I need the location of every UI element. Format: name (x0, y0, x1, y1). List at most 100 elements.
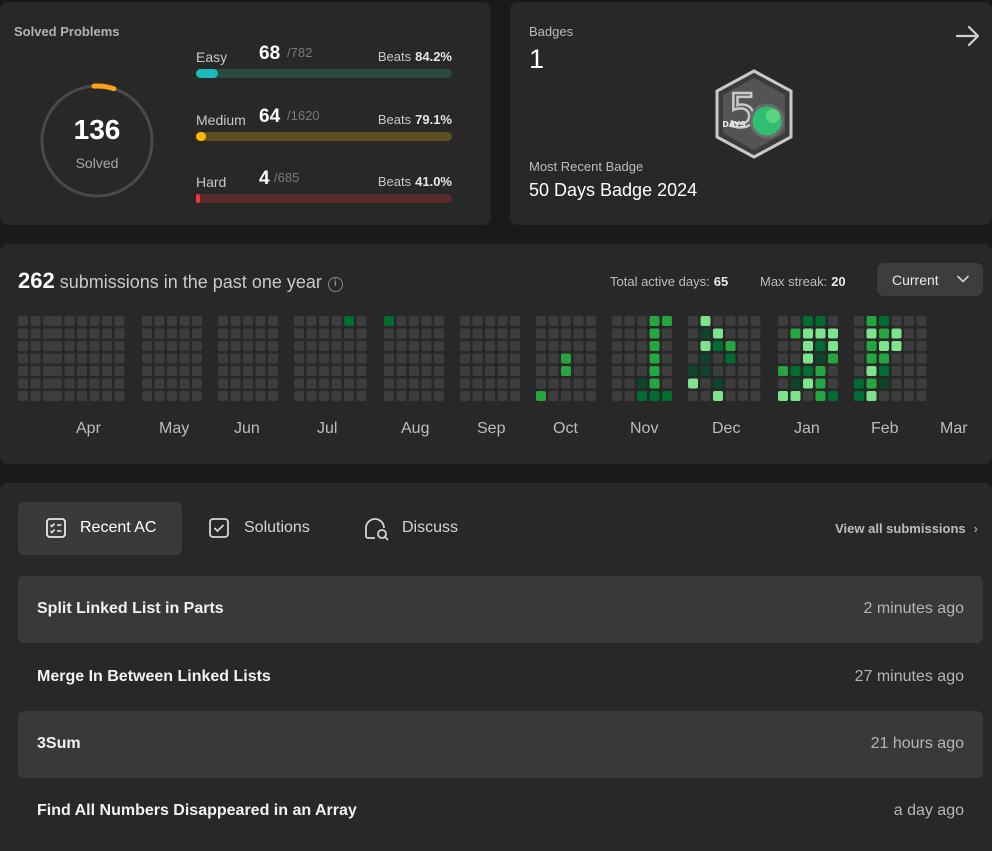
heatmap-cell[interactable] (879, 341, 889, 351)
heatmap-cell[interactable] (102, 328, 112, 339)
heatmap-cell[interactable] (815, 391, 826, 401)
heatmap-cell[interactable] (662, 366, 672, 376)
heatmap-cell[interactable] (384, 391, 394, 401)
heatmap-cell[interactable] (179, 328, 190, 339)
heatmap-cell[interactable] (879, 328, 889, 339)
heatmap-cell[interactable] (612, 391, 622, 401)
heatmap-cell[interactable] (879, 391, 889, 401)
heatmap-cell[interactable] (548, 353, 559, 364)
heatmap-cell[interactable] (586, 391, 596, 401)
heatmap-cell[interactable] (409, 316, 419, 326)
heatmap-cell[interactable] (573, 341, 584, 351)
heatmap-cell[interactable] (637, 378, 647, 389)
heatmap-cell[interactable] (409, 366, 419, 376)
heatmap-cell[interactable] (778, 391, 788, 401)
heatmap-cell[interactable] (192, 316, 202, 326)
heatmap-cell[interactable] (700, 341, 711, 351)
heatmap-cell[interactable] (344, 366, 354, 376)
heatmap-cell[interactable] (52, 328, 62, 339)
heatmap-cell[interactable] (167, 341, 177, 351)
heatmap-cell[interactable] (815, 366, 826, 376)
heatmap-cell[interactable] (64, 391, 75, 401)
heatmap-cell[interactable] (77, 341, 87, 351)
heatmap-cell[interactable] (624, 316, 635, 326)
heatmap-cell[interactable] (854, 391, 864, 401)
heatmap-cell[interactable] (331, 341, 342, 351)
heatmap-cell[interactable] (536, 353, 546, 364)
heatmap-cell[interactable] (803, 328, 813, 339)
heatmap-cell[interactable] (472, 366, 483, 376)
heatmap-cell[interactable] (142, 328, 152, 339)
heatmap-cell[interactable] (573, 316, 584, 326)
heatmap-cell[interactable] (904, 341, 914, 351)
heatmap-cell[interactable] (904, 378, 914, 389)
heatmap-cell[interactable] (218, 391, 228, 401)
heatmap-cell[interactable] (713, 353, 723, 364)
heatmap-cell[interactable] (218, 378, 228, 389)
heatmap-cell[interactable] (331, 378, 342, 389)
heatmap-cell[interactable] (460, 316, 470, 326)
heatmap-cell[interactable] (916, 341, 927, 351)
heatmap-cell[interactable] (561, 316, 571, 326)
heatmap-cell[interactable] (294, 316, 304, 326)
heatmap-cell[interactable] (114, 328, 125, 339)
heatmap-cell[interactable] (700, 316, 711, 326)
heatmap-cell[interactable] (356, 378, 367, 389)
heatmap-cell[interactable] (472, 328, 483, 339)
heatmap-cell[interactable] (790, 341, 801, 351)
heatmap-cell[interactable] (497, 378, 508, 389)
heatmap-cell[interactable] (624, 353, 635, 364)
heatmap-cell[interactable] (331, 328, 342, 339)
heatmap-cell[interactable] (828, 366, 838, 376)
heatmap-cell[interactable] (866, 316, 877, 326)
heatmap-cell[interactable] (64, 341, 75, 351)
heatmap-cell[interactable] (218, 366, 228, 376)
heatmap-cell[interactable] (586, 341, 596, 351)
heatmap-cell[interactable] (497, 341, 508, 351)
heatmap-cell[interactable] (485, 378, 495, 389)
heatmap-cell[interactable] (331, 391, 342, 401)
heatmap-cell[interactable] (725, 341, 736, 351)
heatmap-cell[interactable] (30, 353, 41, 364)
heatmap-cell[interactable] (866, 378, 877, 389)
heatmap-cell[interactable] (460, 378, 470, 389)
heatmap-cell[interactable] (778, 378, 788, 389)
heatmap-cell[interactable] (114, 353, 125, 364)
heatmap-cell[interactable] (192, 391, 202, 401)
heatmap-cell[interactable] (255, 316, 266, 326)
heatmap-cell[interactable] (624, 341, 635, 351)
heatmap-cell[interactable] (738, 391, 748, 401)
heatmap-cell[interactable] (713, 366, 723, 376)
heatmap-cell[interactable] (356, 341, 367, 351)
heatmap-cell[interactable] (561, 366, 571, 376)
heatmap-cell[interactable] (472, 341, 483, 351)
heatmap-cell[interactable] (192, 341, 202, 351)
heatmap-cell[interactable] (167, 391, 177, 401)
heatmap-cell[interactable] (485, 328, 495, 339)
heatmap-cell[interactable] (688, 328, 698, 339)
heatmap-cell[interactable] (866, 366, 877, 376)
heatmap-cell[interactable] (536, 341, 546, 351)
heatmap-cell[interactable] (154, 316, 165, 326)
heatmap-cell[interactable] (356, 391, 367, 401)
heatmap-cell[interactable] (230, 328, 241, 339)
heatmap-cell[interactable] (434, 341, 444, 351)
heatmap-cell[interactable] (102, 316, 112, 326)
heatmap-cell[interactable] (230, 378, 241, 389)
heatmap-cell[interactable] (916, 316, 927, 326)
heatmap-cell[interactable] (904, 391, 914, 401)
heatmap-cell[interactable] (102, 341, 112, 351)
heatmap-cell[interactable] (77, 391, 87, 401)
heatmap-cell[interactable] (102, 378, 112, 389)
heatmap-cell[interactable] (18, 353, 28, 364)
heatmap-cell[interactable] (434, 378, 444, 389)
heatmap-cell[interactable] (243, 328, 253, 339)
heatmap-cell[interactable] (77, 328, 87, 339)
heatmap-cell[interactable] (497, 353, 508, 364)
heatmap-cell[interactable] (102, 353, 112, 364)
heatmap-cell[interactable] (89, 378, 100, 389)
heatmap-cell[interactable] (725, 378, 736, 389)
heatmap-cell[interactable] (319, 366, 329, 376)
heatmap-cell[interactable] (154, 341, 165, 351)
heatmap-cell[interactable] (713, 378, 723, 389)
